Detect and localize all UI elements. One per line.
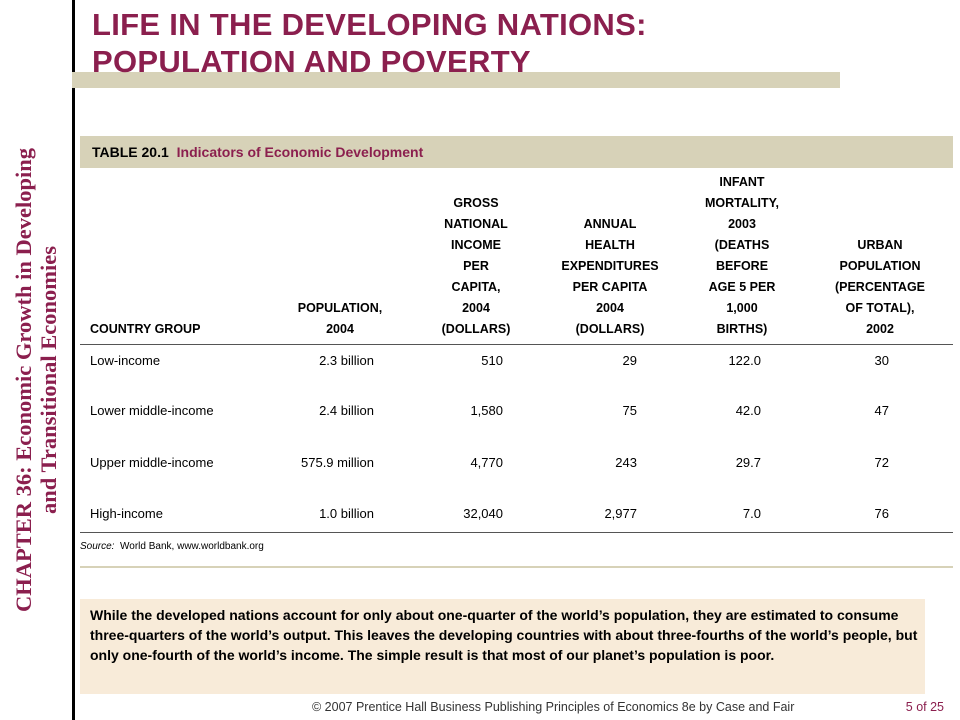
column-header-4-line-0: INFANT bbox=[719, 175, 765, 189]
section-separator bbox=[80, 566, 953, 568]
column-header-2-line-6: (DOLLARS) bbox=[441, 322, 511, 336]
row-label: Low-income bbox=[90, 353, 161, 368]
column-header-2: GROSS NATIONAL INCOME PER CAPITA, 2004 (DOLLAR… bbox=[406, 193, 546, 340]
column-header-5: URBAN POPULATION (PERCENTAGE OF TOTAL), 2002 bbox=[810, 235, 950, 340]
table-source: Source: World Bank, www.worldbank.org bbox=[80, 541, 264, 552]
table-title: Indicators of Economic Development bbox=[176, 144, 424, 160]
slide-title: LIFE IN THE DEVELOPING NATIONS: POPULATI… bbox=[92, 6, 647, 80]
column-header-1: POPULATION, 2004 bbox=[270, 298, 410, 340]
column-header-5-line-4: 2002 bbox=[866, 322, 894, 336]
table-bottom-rule bbox=[80, 532, 953, 533]
summary-text: While the developed nations account for … bbox=[90, 607, 918, 663]
source-label: Source: bbox=[80, 541, 115, 552]
table-cell: 510 bbox=[481, 353, 503, 368]
chapter-title-vertical: CHAPTER 36: Economic Growth in Developin… bbox=[11, 148, 61, 612]
column-header-3-line-2: EXPENDITURES bbox=[561, 259, 659, 273]
table-cell: 243 bbox=[615, 455, 637, 470]
row-label: High-income bbox=[90, 506, 163, 521]
column-header-2-line-2: INCOME bbox=[451, 238, 501, 252]
table-cell: 1,580 bbox=[470, 403, 503, 418]
chapter-sidebar: CHAPTER 36: Economic Growth in Developin… bbox=[0, 0, 72, 720]
table-number: TABLE 20.1 bbox=[92, 144, 169, 160]
header-rule bbox=[80, 344, 953, 345]
table-cell: 32,040 bbox=[463, 506, 503, 521]
table-cell: 2,977 bbox=[604, 506, 637, 521]
source-text: World Bank, www.worldbank.org bbox=[120, 541, 264, 552]
column-header-4-line-5: AGE 5 PER bbox=[708, 280, 776, 294]
column-header-3-line-4: 2004 bbox=[596, 301, 624, 315]
slide-title-line-1: LIFE IN THE DEVELOPING NATIONS: bbox=[92, 7, 647, 42]
column-header-3-line-0: ANNUAL bbox=[583, 217, 637, 231]
chapter-title-line-1: CHAPTER 36: Economic Growth in Developin… bbox=[11, 148, 36, 612]
row-label: Lower middle-income bbox=[90, 403, 214, 418]
column-header-2-line-5: 2004 bbox=[462, 301, 490, 315]
table-cell: 7.0 bbox=[742, 506, 761, 521]
column-header-4-line-2: 2003 bbox=[728, 217, 756, 231]
column-header-1-line-1: 2004 bbox=[326, 322, 354, 336]
column-header-4-line-1: MORTALITY, bbox=[704, 196, 780, 210]
column-header-4-line-3: (DEATHS bbox=[714, 238, 770, 252]
column-header-5-line-3: OF TOTAL), bbox=[845, 301, 915, 315]
page-number: 5 of 25 bbox=[905, 700, 944, 714]
column-header-4-line-4: BEFORE bbox=[715, 259, 769, 273]
table-cell: 75 bbox=[622, 403, 637, 418]
column-header-4: INFANT MORTALITY, 2003 (DEATHS BEFORE AGE 5 P… bbox=[672, 172, 812, 340]
column-header-5-line-1: POPULATION bbox=[839, 259, 921, 273]
column-header-2-line-1: NATIONAL bbox=[444, 217, 508, 231]
table-cell: 72 bbox=[874, 455, 889, 470]
column-header-4-line-6: 1,000 bbox=[726, 301, 758, 315]
table-caption-band bbox=[80, 136, 953, 168]
table-cell: 47 bbox=[874, 403, 889, 418]
table-cell: 30 bbox=[874, 353, 889, 368]
column-header-0-line-0: COUNTRY GROUP bbox=[90, 322, 201, 336]
table-cell: 2.3 billion bbox=[319, 353, 374, 368]
summary-box bbox=[80, 599, 925, 694]
column-header-2-line-4: CAPITA, bbox=[451, 280, 501, 294]
column-header-1-line-0: POPULATION, bbox=[297, 301, 383, 315]
column-header-2-line-3: PER bbox=[463, 259, 489, 273]
column-header-4-line-7: BIRTHS) bbox=[716, 322, 768, 336]
table-cell: 2.4 billion bbox=[319, 403, 374, 418]
table-cell: 42.0 bbox=[735, 403, 761, 418]
column-header-3-line-5: (DOLLARS) bbox=[575, 322, 645, 336]
column-header-3: ANNUAL HEALTH EXPENDITURES PER CAPITA 2004 (D… bbox=[540, 214, 680, 340]
column-header-0: COUNTRY GROUP bbox=[90, 319, 200, 340]
column-header-5-line-2: (PERCENTAGE bbox=[834, 280, 926, 294]
column-header-3-line-3: PER CAPITA bbox=[572, 280, 648, 294]
table-cell: 122.0 bbox=[728, 353, 761, 368]
table-cell: 4,770 bbox=[470, 455, 503, 470]
chapter-title-line-2: and Transitional Economies bbox=[36, 246, 61, 514]
column-header-3-line-1: HEALTH bbox=[585, 238, 635, 252]
footer-copyright: © 2007 Prentice Hall Business Publishing… bbox=[312, 700, 795, 714]
table-cell: 29.7 bbox=[735, 455, 761, 470]
row-label: Upper middle-income bbox=[90, 455, 214, 470]
table-caption: TABLE 20.1 Indicators of Economic Develo… bbox=[92, 144, 423, 160]
table-cell: 29 bbox=[622, 353, 637, 368]
table-cell: 1.0 billion bbox=[319, 506, 374, 521]
column-header-5-line-0: URBAN bbox=[857, 238, 903, 252]
table-cell: 76 bbox=[874, 506, 889, 521]
title-underline-band bbox=[72, 72, 840, 88]
column-header-2-line-0: GROSS bbox=[453, 196, 499, 210]
table-cell: 575.9 million bbox=[301, 455, 374, 470]
slide-title-line-2: POPULATION AND POVERTY bbox=[92, 44, 531, 79]
vertical-divider bbox=[72, 0, 75, 720]
